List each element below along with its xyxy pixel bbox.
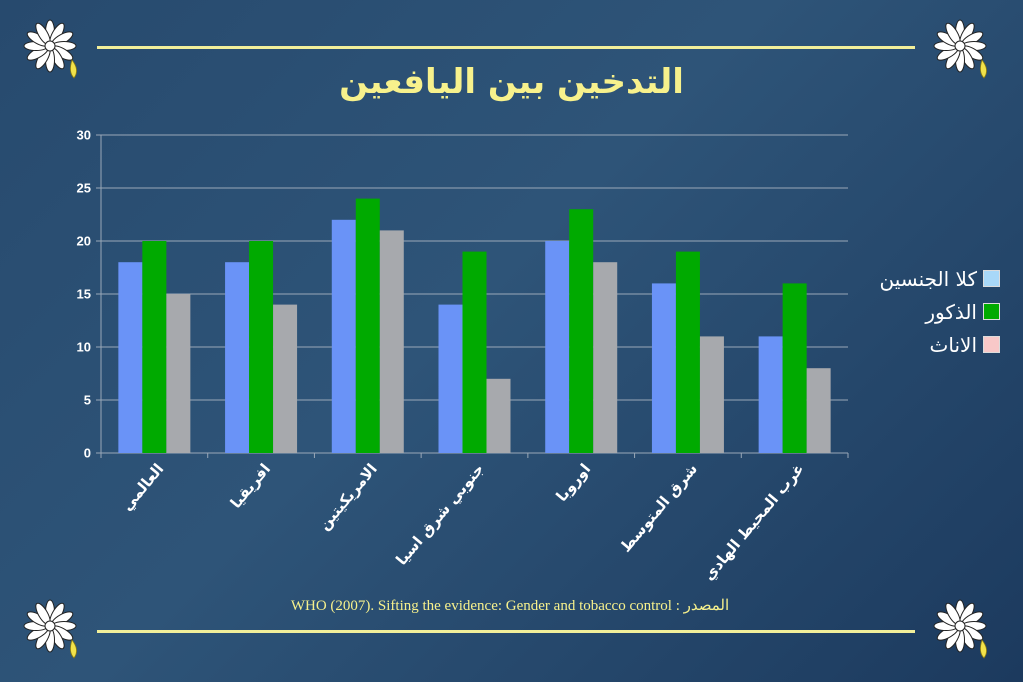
bar-series-0-4 [545, 241, 570, 453]
x-tick-label: غرب المحيط الهادي [700, 460, 809, 585]
legend-swatch [983, 270, 1000, 287]
legend-swatch [983, 336, 1000, 353]
bar-series-2-5 [699, 336, 724, 453]
x-tick-label: شرق المتوسط [617, 460, 701, 556]
bar-series-0-3 [438, 304, 463, 453]
y-tick-label: 0 [84, 446, 91, 461]
bar-series-1-1 [249, 241, 274, 453]
top-divider [97, 46, 915, 49]
legend-label: كلا الجنسين [879, 266, 977, 291]
legend-label: الاناث [929, 332, 977, 357]
y-tick-label: 15 [77, 287, 91, 302]
chart-legend: كلا الجنسين الذكور الاناث [820, 262, 1000, 361]
daisy-icon [23, 19, 77, 79]
x-tick-label: الامريكيتين [315, 460, 381, 534]
source-note: WHO (2007). Sifting the evidence: Gender… [290, 598, 730, 614]
y-tick-label: 25 [77, 181, 91, 196]
bar-series-0-2 [331, 219, 356, 453]
y-tick-label: 5 [84, 393, 91, 408]
legend-label: الذكور [925, 299, 977, 324]
bar-series-1-4 [569, 209, 594, 453]
bar-series-2-1 [273, 304, 298, 453]
bar-series-1-6 [782, 283, 807, 453]
x-tick-label: افريقيا [227, 460, 275, 512]
bar-series-2-4 [593, 262, 618, 453]
bar-series-1-2 [355, 198, 380, 453]
bar-series-2-6 [806, 368, 831, 453]
y-tick-label: 10 [77, 340, 91, 355]
legend-item: كلا الجنسين [820, 262, 1000, 295]
bar-series-0-6 [758, 336, 783, 453]
y-tick-label: 20 [77, 234, 91, 249]
y-tick-label: 30 [77, 128, 91, 143]
legend-swatch [983, 303, 1000, 320]
x-tick-label: العالمي [118, 460, 168, 514]
legend-item: الذكور [820, 295, 1000, 328]
bottom-divider [97, 630, 915, 633]
x-tick-label: اوروبا [552, 460, 594, 505]
daisy-icon [933, 599, 987, 659]
slide-title: التدخين بين اليافعين [339, 62, 684, 102]
daisy-icon [933, 19, 987, 79]
bar-series-1-5 [675, 251, 700, 453]
x-tick-label: جنوبي شرق اسيا [392, 460, 487, 569]
bar-series-0-0 [118, 262, 143, 453]
bar-series-0-1 [225, 262, 250, 453]
daisy-icon [23, 599, 77, 659]
bar-series-2-3 [486, 378, 511, 453]
bar-series-1-3 [462, 251, 487, 453]
legend-item: الاناث [820, 328, 1000, 361]
bar-series-2-2 [379, 230, 404, 453]
bar-series-1-0 [142, 241, 167, 453]
bar-series-0-5 [651, 283, 676, 453]
bar-series-2-0 [166, 294, 191, 453]
